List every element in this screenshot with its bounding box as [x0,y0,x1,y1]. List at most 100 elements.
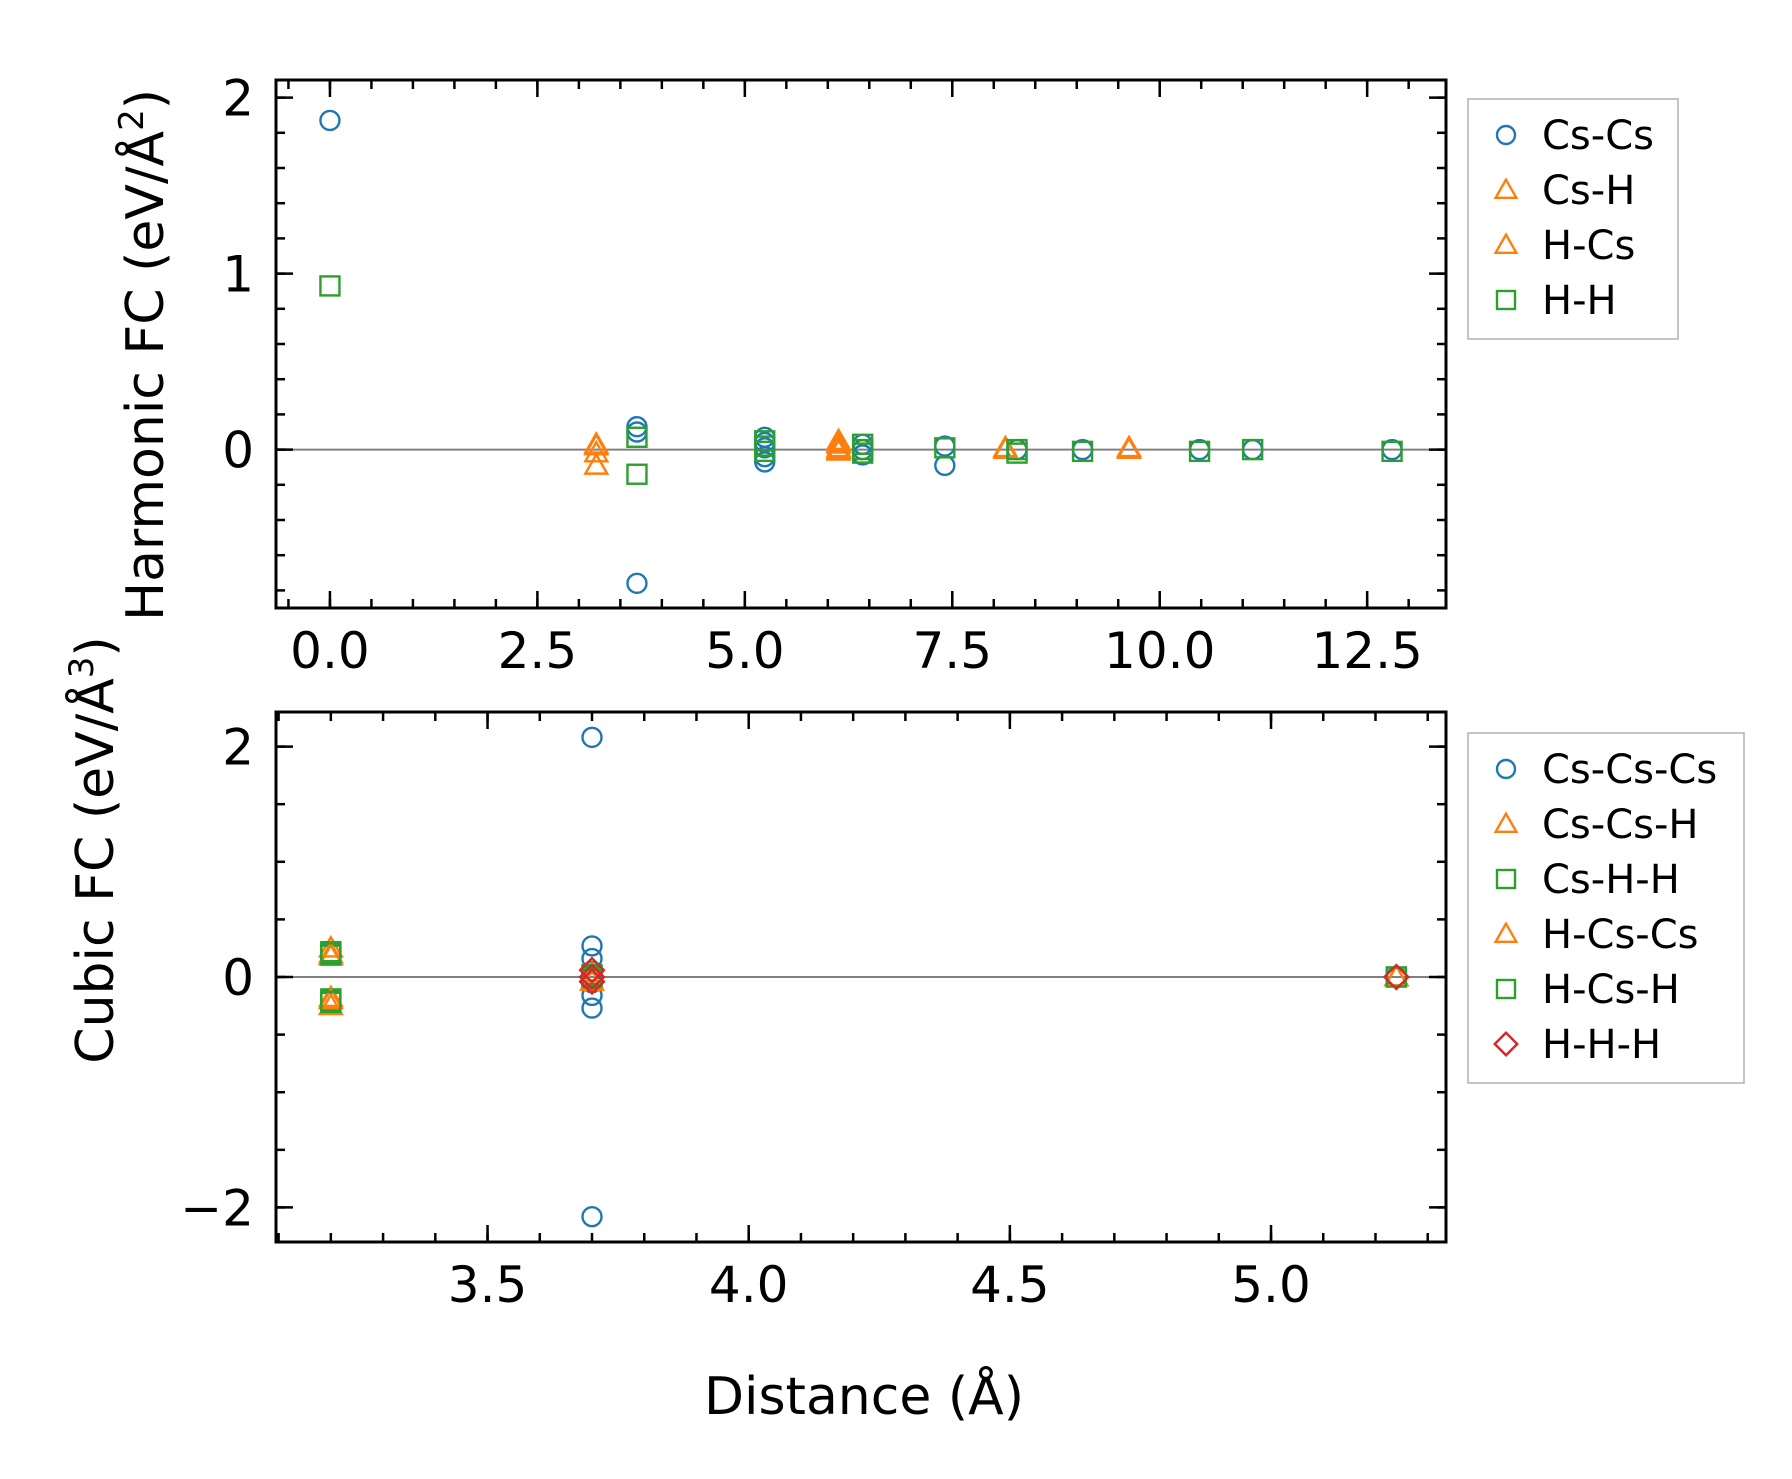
top-legend-marker-h-h [1495,289,1517,311]
top-point-h-h [626,463,648,485]
bottom-point-cs-cs-h [317,992,344,1016]
bottom-legend-frame [1467,732,1745,1084]
top-point-h-h [1241,438,1264,461]
top-point-h-h [1006,442,1028,464]
top-legend-marker-cs-cs [1495,124,1517,146]
top-legend-frame [1467,98,1679,340]
bottom-legend-label: Cs-Cs-H [1542,802,1698,848]
top-point-h-cs [825,436,852,459]
top-series-h-h [319,275,1403,485]
bottom-point-h-cs-h [320,942,342,964]
bottom-point-h-cs-h [581,966,603,988]
top-point-cs-h [583,439,610,463]
top-x-tick-label: 12.5 [1312,622,1423,680]
bottom-x-tick-label: 4.5 [970,1256,1050,1314]
top-legend-label: H-Cs [1542,223,1635,269]
top-y-tick-label: 0 [222,422,254,480]
top-y-tick-label: 2 [222,70,254,128]
top-point-cs-cs [626,572,648,595]
bottom-legend-label: H-Cs-H [1542,967,1680,1013]
top-ticks [276,80,1446,608]
bottom-series-h-cs-h [320,942,1408,1012]
top-point-h-h [1188,440,1211,463]
bottom-point-h-h-h [578,956,606,984]
bottom-legend-marker-h-cs-cs [1493,921,1519,943]
bottom-point-cs-cs-cs [581,726,603,749]
bottom-y-tick-label: −2 [180,1179,254,1237]
top-point-h-cs [992,436,1019,459]
top-panel: 0.0 2.5 5.0 7.5 10.0 12.5 0 1 2 Harmonic FC (eV/… [112,70,1679,680]
top-legend-entry: H-Cs [1493,223,1635,269]
top-point-h-cs [825,429,852,452]
bottom-legend-label: H-Cs-Cs [1542,912,1698,958]
bottom-point-cs-cs-h [317,934,344,958]
top-legend-label: Cs-H [1542,168,1635,214]
bottom-legend-entry: Cs-H-H [1495,857,1680,903]
top-legend-label: H-H [1542,278,1617,324]
bottom-legend-marker-h-h-h [1493,1031,1519,1057]
bottom-xlabel: Distance (Å) [704,1365,1024,1427]
top-point-h-h [626,426,648,448]
bottom-legend: Cs-Cs-Cs Cs-Cs-H Cs-H-H H-Cs-Cs H-Cs-H H-H-H [1467,732,1745,1084]
bottom-axes-frame [274,710,1448,1244]
bottom-x-tick-label: 3.5 [448,1256,528,1314]
bottom-series-h-h-h [578,956,1410,996]
top-point-h-h [851,442,874,464]
bottom-ylabel: Cubic FC (eV/Å3) [62,636,126,1063]
bottom-legend-marker-cs-cs-cs [1495,758,1517,780]
top-point-h-cs [583,432,610,456]
top-y-tick-label: 1 [222,246,254,304]
top-legend-entry: Cs-H [1493,168,1635,214]
top-legend-entry: H-H [1495,278,1617,324]
top-legend-marker-cs-h [1493,177,1519,199]
bottom-point-h-h-h [578,968,606,996]
bottom-legend-label: H-H-H [1542,1022,1661,1068]
top-series-h-cs [583,429,1143,459]
bottom-y-tick-label: 2 [222,719,254,777]
bottom-legend-entry: Cs-Cs-Cs [1495,747,1717,793]
top-series-cs-cs [319,109,1403,595]
bottom-legend-label: Cs-H-H [1542,857,1680,903]
top-point-cs-h [583,452,610,475]
bottom-legend-marker-h-cs-h [1495,978,1517,1000]
top-legend: Cs-Cs Cs-H H-Cs H-H [1467,98,1679,340]
bottom-point-h-h-h [578,963,606,991]
bottom-legend-entry: H-Cs-Cs [1493,912,1698,958]
top-series-cs-h [583,427,1143,475]
bottom-series-cs-cs-h [317,934,1410,1016]
top-point-h-h [319,275,341,297]
top-axes-frame [274,78,1448,610]
top-x-tick-label: 10.0 [1104,622,1215,680]
top-point-h-h [1071,440,1094,463]
top-point-h-cs [1116,436,1143,459]
bottom-legend-marker-cs-h-h [1495,868,1517,890]
top-x-tick-label: 5.0 [705,622,785,680]
top-point-cs-cs [934,454,956,477]
bottom-point-h-cs-cs [317,986,344,1010]
bottom-point-h-cs-h [320,990,342,1012]
bottom-point-cs-cs-cs [581,935,603,957]
bottom-x-tick-label: 5.0 [1231,1256,1311,1314]
bottom-point-h-cs-h [1385,966,1408,988]
top-point-h-h [754,440,776,463]
bottom-legend-entry: H-H-H [1493,1022,1661,1068]
top-legend-marker-h-cs [1493,232,1519,254]
top-plot-area: 0.0 2.5 5.0 7.5 10.0 12.5 0 1 2 [222,70,1448,680]
bottom-legend-label: Cs-Cs-Cs [1542,747,1717,793]
bottom-ticks [276,712,1446,1242]
bottom-legend-marker-cs-cs-h [1493,811,1519,833]
bottom-point-cs-cs-cs [581,1205,603,1228]
top-x-tick-label: 2.5 [498,622,578,680]
bottom-panel: 3.5 4.0 4.5 5.0 −2 0 2 Cubic FC (eV/Å3) Distan… [62,636,1745,1427]
top-ylabel: Harmonic FC (eV/Å2) [112,89,176,621]
top-point-h-h [934,437,956,459]
bottom-plot-area: 3.5 4.0 4.5 5.0 −2 0 2 [180,710,1448,1314]
top-point-cs-cs [319,109,341,132]
top-legend-label: Cs-Cs [1542,113,1654,159]
bottom-point-h-h-h [1382,963,1410,991]
bottom-y-tick-label: 0 [222,949,254,1007]
top-x-tick-label: 0.0 [290,622,370,680]
bottom-series-h-cs-cs [317,940,1410,1010]
top-point-h-h [1381,440,1403,463]
